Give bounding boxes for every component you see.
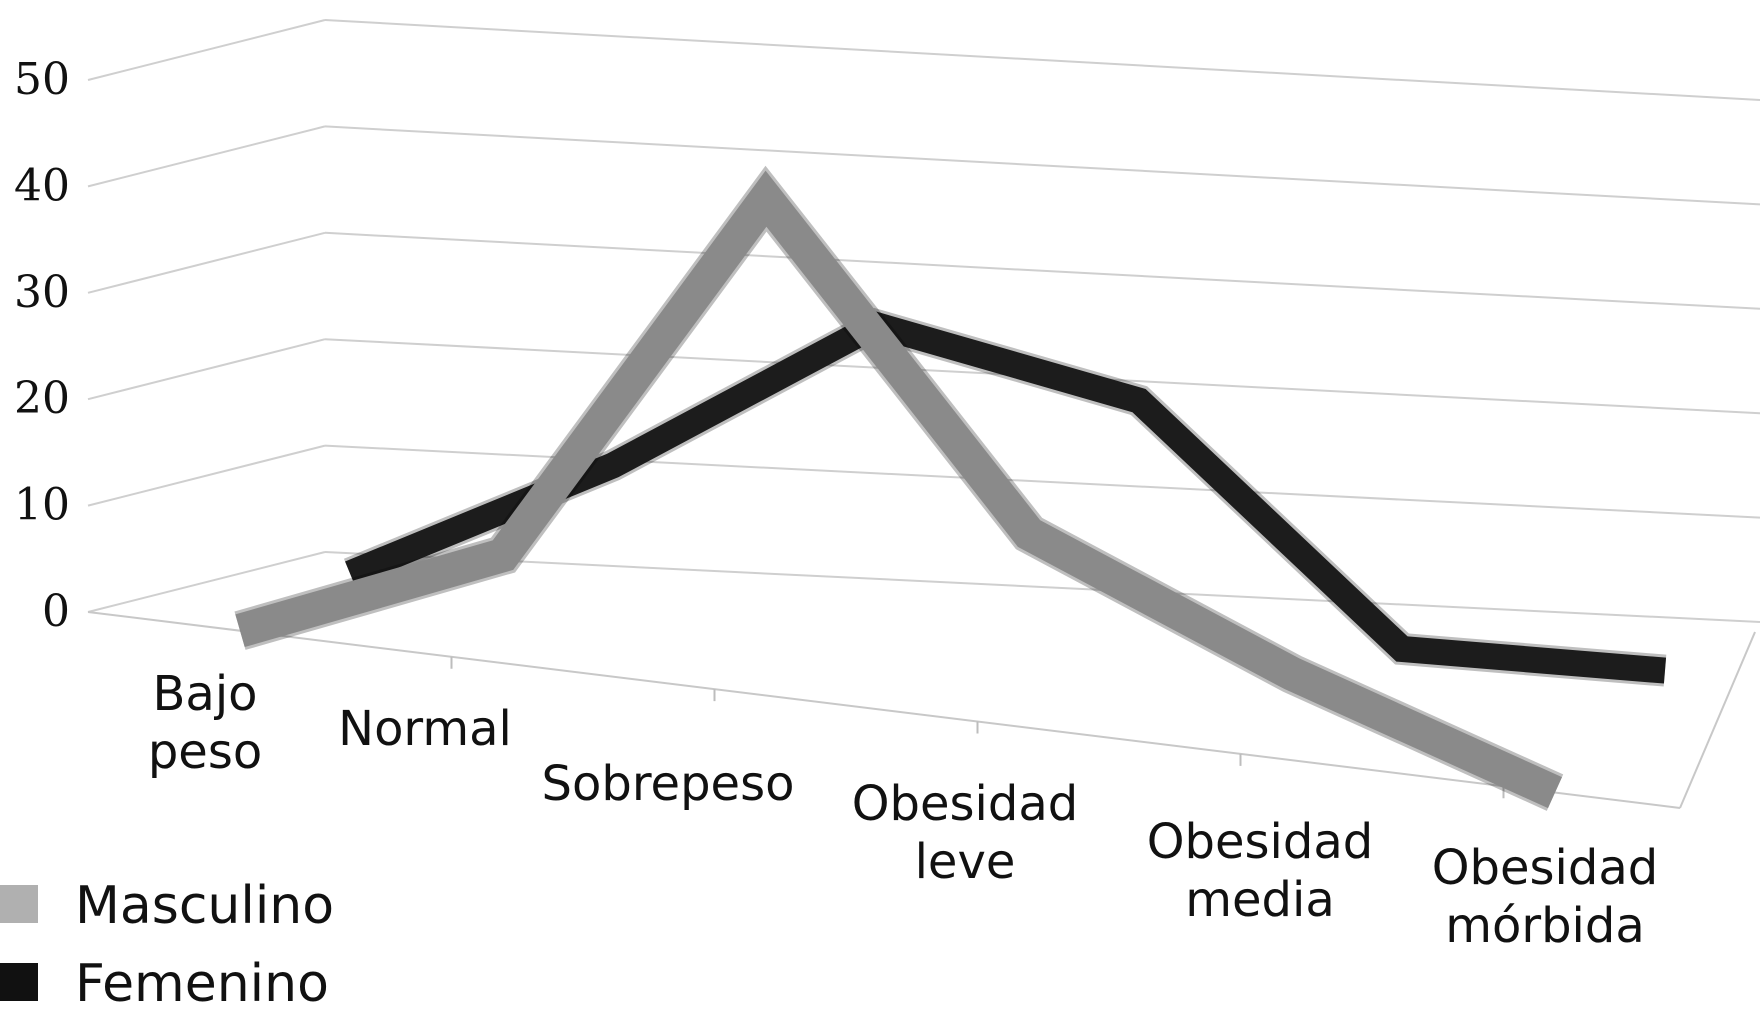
y-tick-label-50: 50 xyxy=(14,54,70,105)
gridline-0 xyxy=(324,551,1760,623)
x-category-label-line: media xyxy=(1185,872,1335,928)
series-line-masculino xyxy=(235,170,1562,809)
x-category-label-1: Normal xyxy=(338,701,512,757)
y-tick-label-10: 10 xyxy=(14,480,70,531)
x-category-label-line: peso xyxy=(148,724,262,780)
x-category-label-line: leve xyxy=(915,834,1016,890)
floor-front-edge xyxy=(87,611,1681,809)
gridline-50 xyxy=(324,19,1760,101)
gridline-40 xyxy=(324,125,1760,206)
gridline-left-50 xyxy=(87,19,326,81)
legend-label-femenino: Femenino xyxy=(75,954,329,1014)
gridline-left-0 xyxy=(87,551,326,613)
x-category-label-4: Obesidad media xyxy=(1147,814,1373,928)
y-tick-label-40: 40 xyxy=(14,160,70,211)
x-category-label-line: Obesidad xyxy=(852,776,1078,832)
legend-swatch-femenino xyxy=(0,963,38,1001)
x-category-label-line: Obesidad xyxy=(1432,840,1658,896)
series-lines xyxy=(234,165,1667,811)
chart-gridlines xyxy=(87,19,1760,623)
legend-label-masculino: Masculino xyxy=(75,876,334,936)
x-category-label-2: Sobrepeso xyxy=(542,756,795,812)
gridline-left-20 xyxy=(87,338,326,401)
x-category-label-line: Sobrepeso xyxy=(542,756,795,812)
gridline-left-30 xyxy=(87,231,326,294)
x-category-label-5: Obesidad mórbida xyxy=(1432,840,1658,954)
y-tick-label-0: 0 xyxy=(42,586,70,637)
x-category-label-0: Bajo peso xyxy=(148,666,262,780)
floor-right-edge xyxy=(1679,631,1756,809)
x-category-label-line: Normal xyxy=(338,701,512,757)
y-tick-label-30: 30 xyxy=(14,267,70,318)
y-axis-tick-labels: 0 10 20 30 40 50 xyxy=(14,54,70,637)
x-category-label-line: Bajo xyxy=(152,666,257,722)
x-category-label-line: mórbida xyxy=(1445,898,1645,954)
gridline-30 xyxy=(324,231,1760,310)
x-category-label-line: Obesidad xyxy=(1147,814,1373,870)
x-category-label-3: Obesidad leve xyxy=(852,776,1078,890)
gridline-left-10 xyxy=(87,444,326,507)
legend: Masculino Femenino xyxy=(0,876,334,1014)
legend-swatch-masculino xyxy=(0,885,38,923)
y-tick-label-20: 20 xyxy=(14,373,70,424)
chart-floor xyxy=(87,611,1756,809)
gridline-left-40 xyxy=(87,125,326,188)
